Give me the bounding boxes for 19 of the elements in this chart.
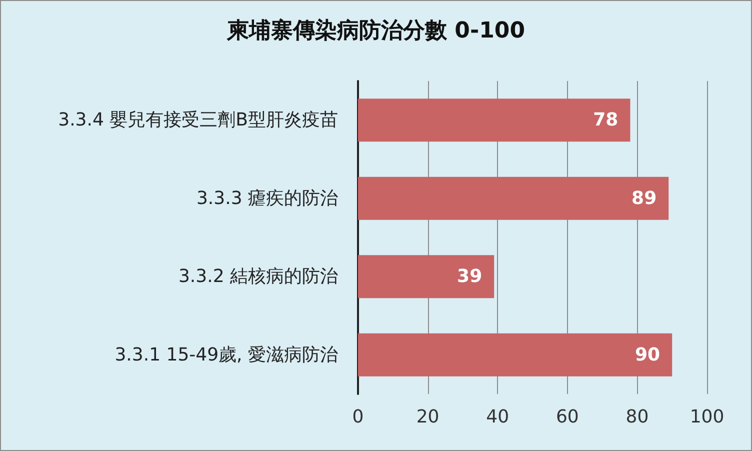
data-label: 39 <box>457 266 482 288</box>
y-tick-label: 3.3.4 嬰兒有接受三劑B型肝炎疫苗 <box>58 110 338 131</box>
x-tick-label: 80 <box>626 406 649 428</box>
x-tick-label: 40 <box>486 406 510 428</box>
bar <box>358 255 494 298</box>
bar <box>358 98 630 142</box>
x-tick-label: 20 <box>416 406 440 428</box>
bar <box>358 333 672 376</box>
x-tick-label: 100 <box>690 406 724 428</box>
y-tick-label: 3.3.3 瘧疾的防治 <box>196 188 338 209</box>
data-label: 78 <box>593 110 618 131</box>
y-tick-label: 3.3.1 15-49歲, 愛滋病防治 <box>114 344 338 366</box>
x-tick-label: 60 <box>556 406 579 428</box>
x-tick-label: 0 <box>352 406 364 428</box>
data-label: 89 <box>632 188 657 209</box>
chart-title: 柬埔寨傳染病防治分數 0-100 <box>226 18 526 44</box>
data-label: 90 <box>635 344 660 366</box>
y-tick-label: 3.3.2 結核病的防治 <box>178 266 338 288</box>
bar <box>358 176 669 220</box>
